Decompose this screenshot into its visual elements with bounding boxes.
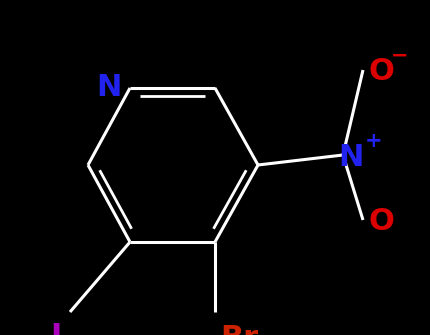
Text: I: I: [51, 322, 62, 335]
Text: O: O: [368, 58, 394, 86]
Text: O: O: [368, 207, 394, 237]
Text: −: −: [391, 46, 408, 66]
Text: Br: Br: [220, 324, 258, 335]
Text: +: +: [365, 131, 383, 151]
Text: N: N: [338, 142, 363, 172]
Text: N: N: [97, 73, 122, 103]
